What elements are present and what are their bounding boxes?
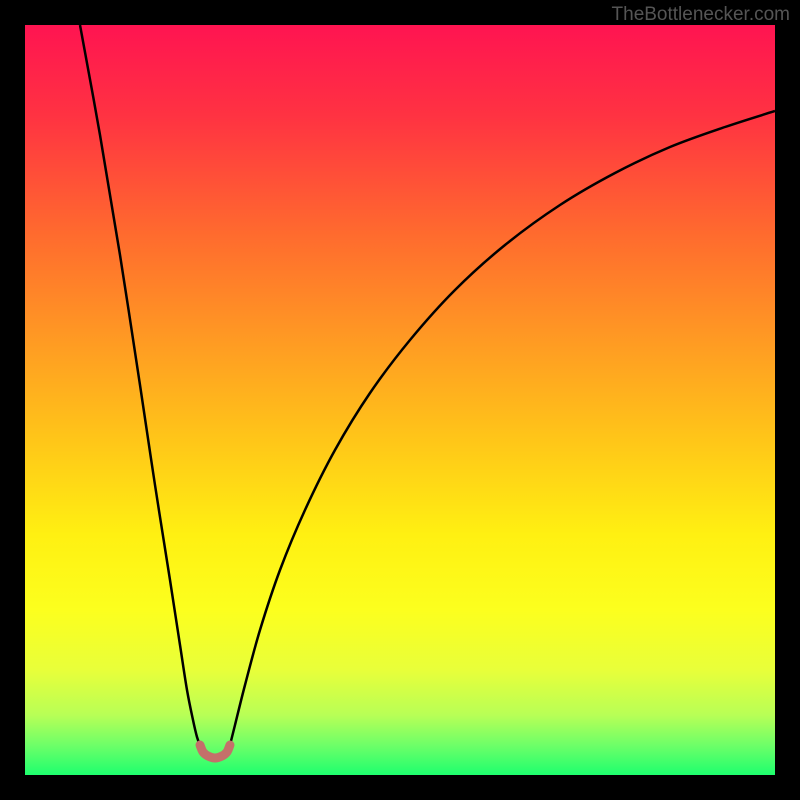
watermark-text: TheBottlenecker.com	[612, 4, 790, 26]
bottleneck-curve	[25, 25, 775, 775]
chart-container	[25, 25, 775, 775]
